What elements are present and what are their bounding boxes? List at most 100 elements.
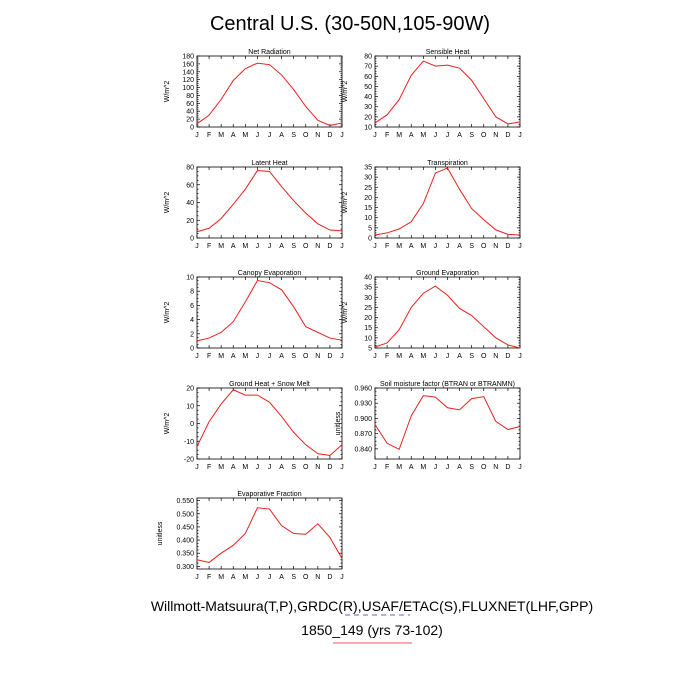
panel-8: Soil moisture factor (BTRAN or BTRANMN) 0… xyxy=(335,381,522,471)
x-tick-label: A xyxy=(279,353,284,360)
x-tick-label: A xyxy=(409,353,414,360)
y-tick-label: 0.300 xyxy=(176,564,194,571)
plot-frame xyxy=(374,166,521,239)
x-tick-label: A xyxy=(279,132,284,139)
x-tick-label: M xyxy=(218,132,224,139)
panel-title: Latent Heat xyxy=(251,160,287,167)
x-tick-label: J xyxy=(195,132,199,139)
x-tick-label: O xyxy=(481,243,487,250)
x-tick-label: J xyxy=(446,243,450,250)
y-tick-label: 30 xyxy=(364,175,372,182)
footer-line-1: Willmott-Matsuura(T,P),GRDC(R),USAF/ETAC… xyxy=(151,598,593,614)
x-tick-label: J xyxy=(256,574,260,581)
y-tick-label: -20 xyxy=(184,457,194,464)
y-tick-label: 6 xyxy=(190,303,194,310)
y-tick-label: 10 xyxy=(364,125,372,132)
y-tick-label: 40 xyxy=(364,275,372,282)
series-line xyxy=(374,285,521,349)
x-tick-label: A xyxy=(231,353,236,360)
y-tick-label: 0 xyxy=(190,236,194,243)
y-tick-label: 25 xyxy=(364,185,372,192)
panel-title: Ground Heat + Snow Melt xyxy=(229,381,310,388)
x-tick-label: M xyxy=(420,243,426,250)
x-tick-label: O xyxy=(481,353,487,360)
y-axis-label: W/m^2 xyxy=(342,302,349,324)
x-tick-label: A xyxy=(279,243,284,250)
x-tick-label: F xyxy=(207,574,211,581)
x-tick-label: N xyxy=(315,574,320,581)
x-tick-label: F xyxy=(385,243,389,250)
x-tick-label: M xyxy=(396,132,402,139)
x-tick-label: M xyxy=(242,574,248,581)
plot-frame xyxy=(196,55,343,128)
y-tick-label: 60 xyxy=(186,182,194,189)
x-tick-label: N xyxy=(315,132,320,139)
x-tick-label: A xyxy=(231,464,236,471)
x-tick-label: J xyxy=(256,243,260,250)
y-tick-label: 0 xyxy=(190,346,194,353)
x-tick-label: F xyxy=(385,464,389,471)
y-tick-label: 40 xyxy=(186,200,194,207)
y-tick-label: 80 xyxy=(364,54,372,61)
series-line xyxy=(374,395,521,451)
y-tick-label: 0.350 xyxy=(176,551,194,558)
main-title: Central U.S. (30-50N,105-90W) xyxy=(210,13,490,35)
y-tick-label: 0.400 xyxy=(176,538,194,545)
y-tick-label: 0 xyxy=(190,421,194,428)
panel-9: Evaporative Fraction 0.300 0.350 0.400 0.450… xyxy=(157,491,344,581)
x-tick-label: A xyxy=(409,464,414,471)
x-tick-label: J xyxy=(195,243,199,250)
y-tick-label: 20 xyxy=(364,195,372,202)
x-tick-label: A xyxy=(457,243,462,250)
x-tick-label: M xyxy=(242,464,248,471)
y-tick-label: 15 xyxy=(364,325,372,332)
x-tick-label: A xyxy=(231,132,236,139)
series-line xyxy=(196,507,343,563)
y-tick-label: 20 xyxy=(364,114,372,121)
x-tick-label: J xyxy=(518,353,522,360)
y-tick-label: 20 xyxy=(186,117,194,124)
y-tick-label: 40 xyxy=(364,94,372,101)
x-tick-label: J xyxy=(195,464,199,471)
x-tick-label: D xyxy=(505,132,510,139)
x-tick-label: M xyxy=(242,132,248,139)
x-tick-label: M xyxy=(420,353,426,360)
x-tick-label: J xyxy=(373,132,377,139)
y-tick-label: 140 xyxy=(182,69,194,76)
y-tick-label: 0.870 xyxy=(354,431,372,438)
series-line xyxy=(196,279,343,342)
panel-title: Evaporative Fraction xyxy=(237,491,301,498)
x-tick-label: F xyxy=(385,132,389,139)
x-tick-label: F xyxy=(207,464,211,471)
plot-frame xyxy=(374,276,521,349)
panel-title: Sensible Heat xyxy=(426,49,470,56)
y-tick-label: 8 xyxy=(190,289,194,296)
y-tick-label: 0.930 xyxy=(354,401,372,408)
y-axis-label: W/m^2 xyxy=(164,192,171,214)
series-line xyxy=(374,60,521,125)
x-tick-label: J xyxy=(446,464,450,471)
y-tick-label: 15 xyxy=(364,205,372,212)
x-tick-label: J xyxy=(340,464,344,471)
x-tick-label: N xyxy=(493,353,498,360)
x-tick-label: S xyxy=(291,132,296,139)
y-tick-label: 30 xyxy=(364,104,372,111)
y-tick-label: 80 xyxy=(186,93,194,100)
x-tick-label: J xyxy=(256,132,260,139)
x-tick-label: J xyxy=(446,353,450,360)
x-tick-label: J xyxy=(268,353,272,360)
x-tick-label: J xyxy=(268,132,272,139)
x-tick-label: M xyxy=(218,353,224,360)
x-tick-label: N xyxy=(493,464,498,471)
y-axis-label: W/m^2 xyxy=(164,413,171,435)
x-tick-label: N xyxy=(493,132,498,139)
x-tick-label: O xyxy=(303,243,309,250)
x-tick-label: M xyxy=(396,243,402,250)
y-tick-label: 30 xyxy=(364,295,372,302)
